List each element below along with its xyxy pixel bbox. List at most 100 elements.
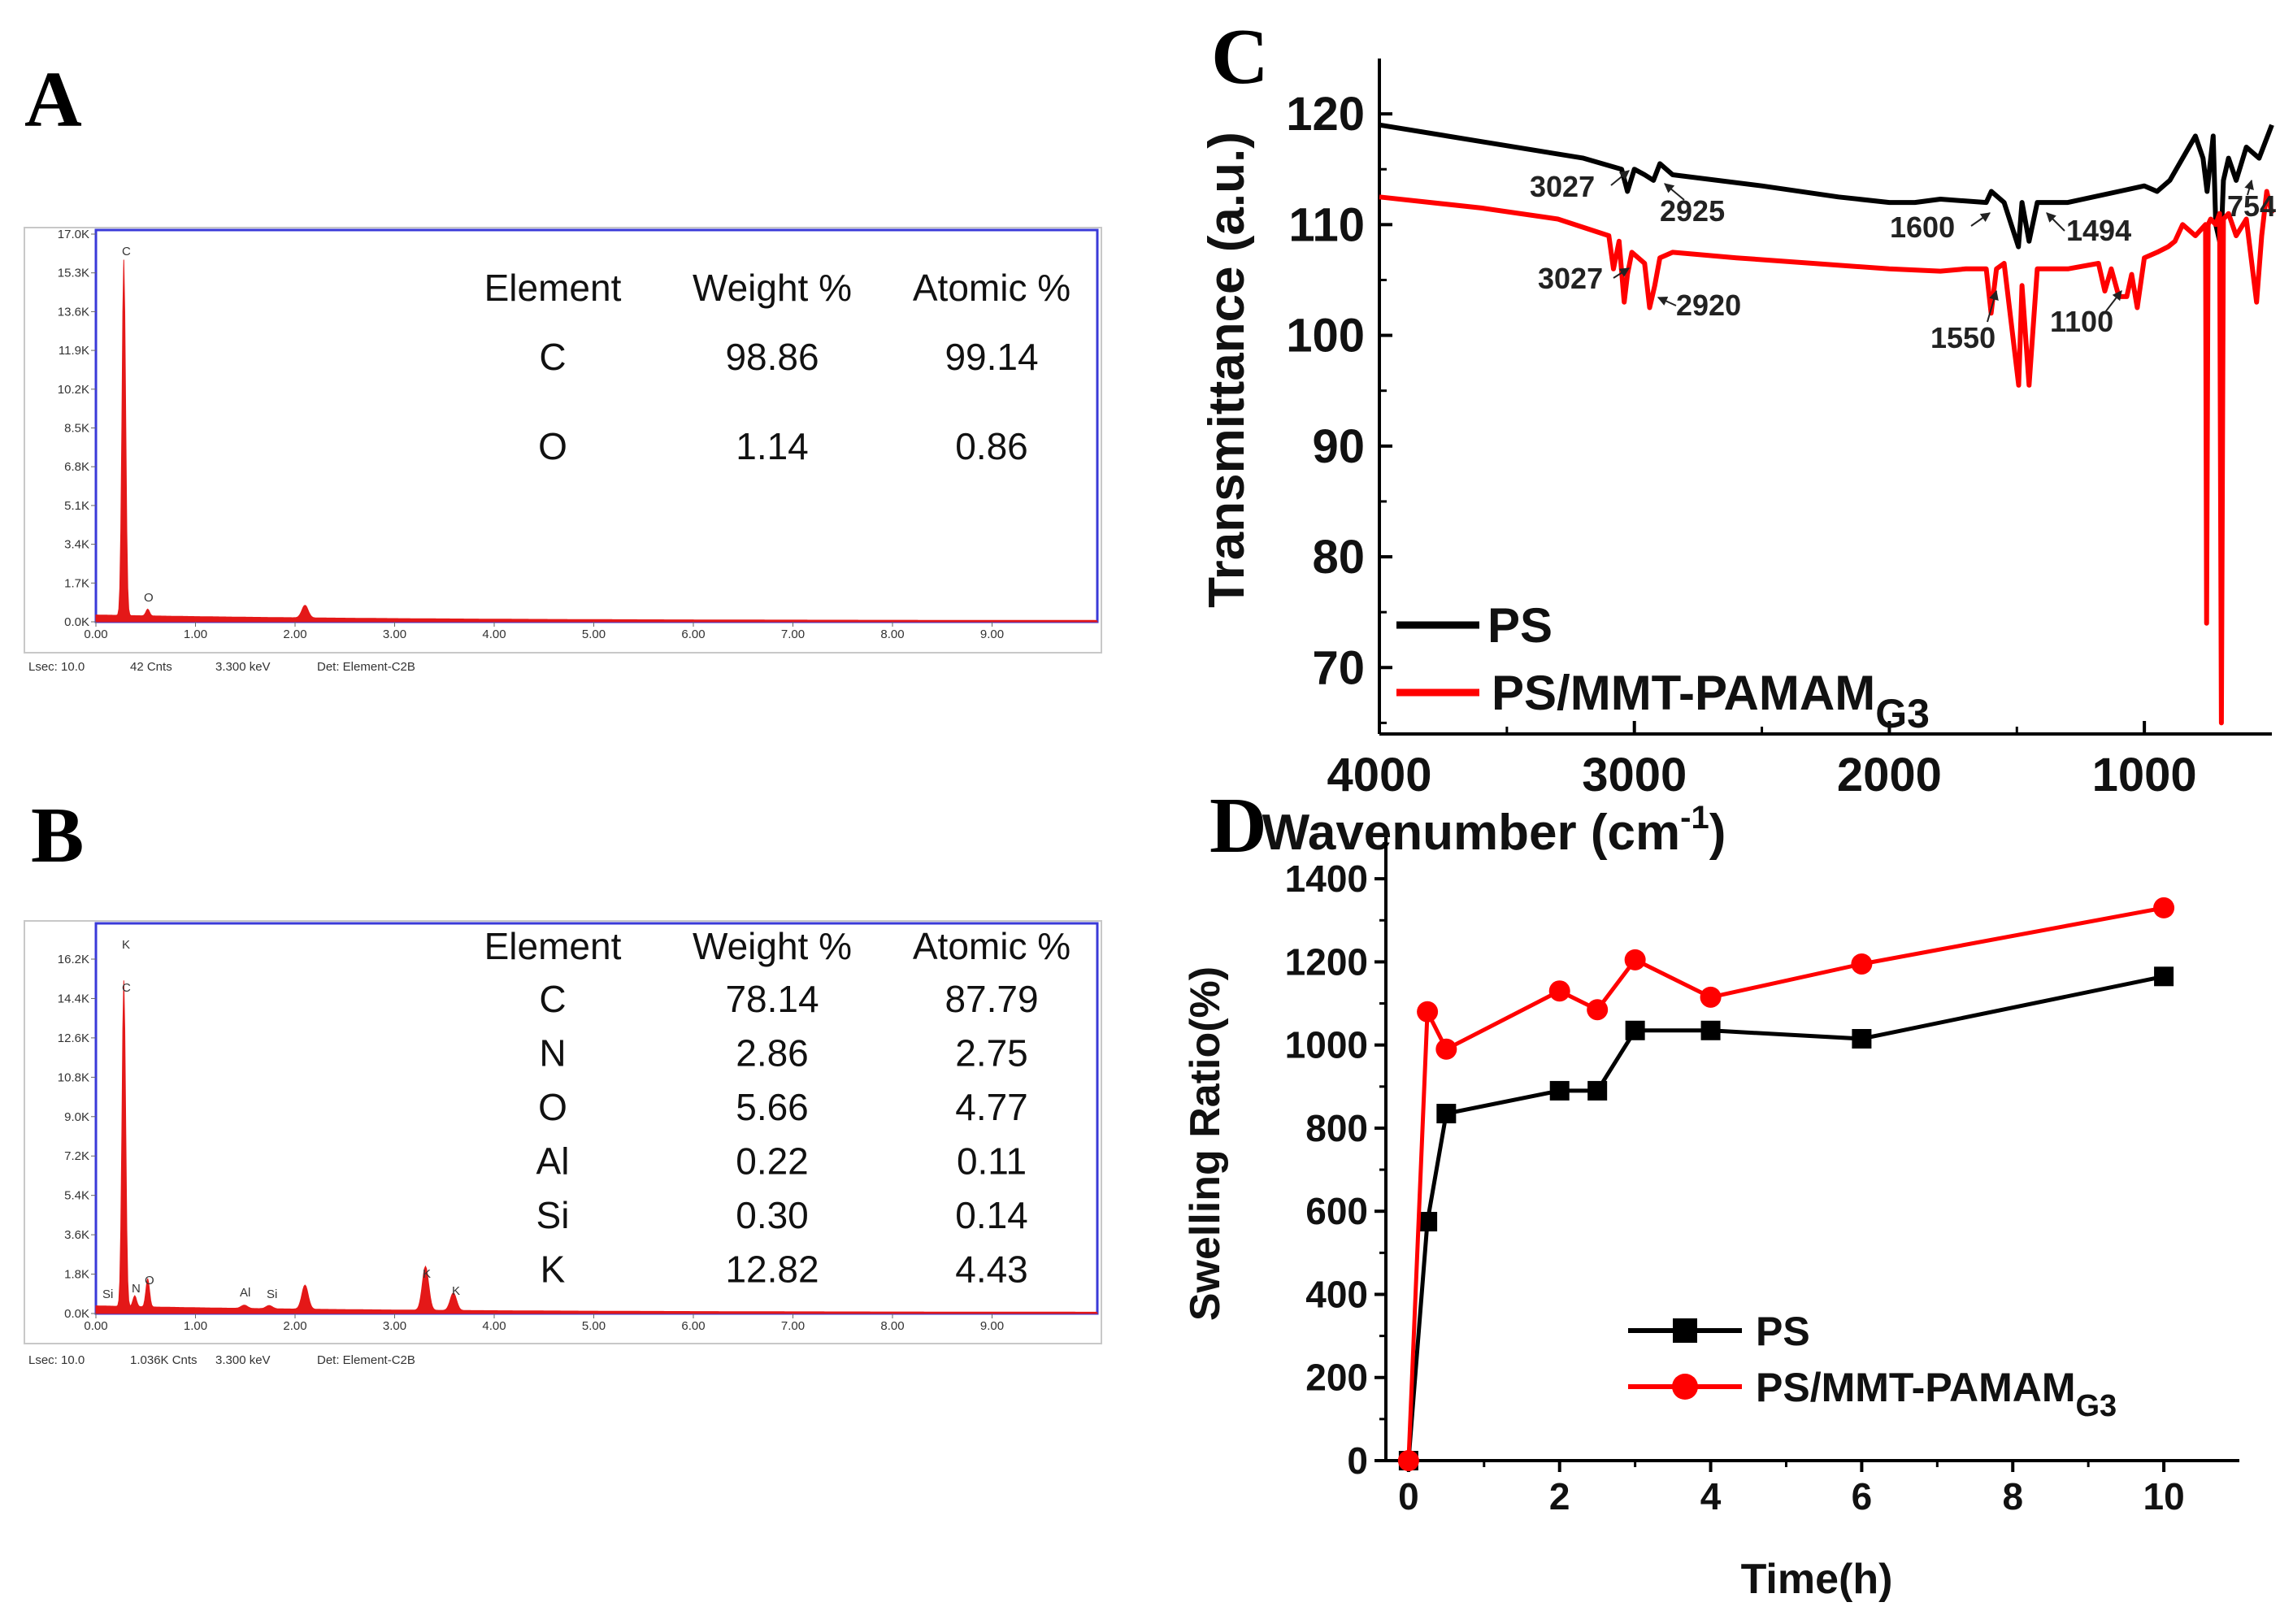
eds-b-footer-det: Det: Element-C2B [317, 1353, 415, 1367]
eds-ytick-label: 5.1K [64, 499, 89, 513]
d-point-ps [1587, 1080, 1608, 1101]
d-point-composite [1417, 1001, 1439, 1023]
c-series-line-composite [1379, 189, 2274, 726]
table-header: Element [484, 925, 622, 967]
d-xlabel: Time(h) [1741, 1556, 1893, 1603]
d-point-composite [1397, 1450, 1419, 1471]
d-xtick-label: 0 [1398, 1475, 1419, 1518]
eds-spectrum-area [95, 259, 1098, 623]
d-point-composite [1851, 953, 1873, 975]
d-ytick-label: 400 [1305, 1273, 1368, 1315]
table-cell: 0.14 [955, 1194, 1028, 1236]
table-cell: K [541, 1248, 566, 1291]
table-cell: 2.75 [955, 1032, 1028, 1075]
table-cell: C [539, 336, 566, 378]
eds-ytick-label: 10.2K [58, 383, 89, 397]
eds-ytick-label: 7.2K [64, 1149, 89, 1163]
c-annotation-arrow [1657, 297, 1677, 306]
panel-c: 70 80 90 100 110 120 4000 3000 2000 1000 3027 2925… [1199, 59, 2276, 861]
d-ytick-label: 600 [1305, 1190, 1368, 1232]
eds-a-table: Element Weight % Atomic % C 98.86 99.14 … [484, 267, 1071, 467]
eds-b-peak-label: K [423, 1267, 431, 1281]
table-cell: 4.43 [955, 1248, 1028, 1291]
c-ytick-label: 70 [1312, 641, 1365, 694]
table-cell: 0.86 [955, 425, 1028, 467]
panel-label-c: C [1211, 13, 1269, 101]
eds-xtick-label: 8.00 [880, 627, 904, 641]
d-point-ps [1625, 1020, 1645, 1040]
d-ytick-label: 0 [1347, 1439, 1368, 1482]
eds-ytick-label: 16.2K [58, 953, 89, 966]
eds-ytick-label: 3.4K [64, 538, 89, 552]
d-point-composite [1700, 986, 1722, 1008]
d-point-composite [1435, 1038, 1457, 1060]
d-xtick-label: 8 [2002, 1475, 2023, 1518]
eds-b-peak-label: C [122, 981, 131, 995]
table-cell: N [539, 1032, 566, 1075]
panel-label-b: B [31, 792, 84, 879]
c-xlabel: Wavenumber (cm-1) [1262, 800, 1726, 861]
d-ytick-label: 1400 [1285, 858, 1368, 900]
c-legend-label-composite: PS/MMT-PAMAMG3 [1492, 666, 1930, 736]
eds-ytick-label: 1.8K [64, 1268, 89, 1282]
d-legend: PS PS/MMT-PAMAMG3 [1628, 1309, 2117, 1423]
eds-xtick-label: 7.00 [781, 1319, 805, 1333]
c-ylabel: Transmittance (a.u.) [1199, 132, 1255, 608]
eds-xtick-label: 6.00 [681, 1319, 705, 1333]
eds-a-footer-kev: 3.300 keV [215, 660, 271, 674]
table-cell: 0.11 [957, 1140, 1027, 1183]
c-xtick-label: 2000 [1837, 749, 1942, 801]
panel-b: 16.2K 14.4K 12.6K 10.8K 9.0K 7.2K 5.4K 3.6K 1.8K… [24, 920, 1102, 1367]
eds-b-spectrum [95, 980, 1098, 1314]
c-annotation-arrow [1970, 212, 1991, 227]
eds-ytick-label: 6.8K [64, 460, 89, 474]
d-ytick-label: 1000 [1285, 1024, 1368, 1066]
c-ytick-label: 90 [1312, 420, 1365, 473]
eds-ytick-label: 13.6K [58, 305, 89, 319]
eds-xtick-label: 0.00 [84, 627, 107, 641]
d-xtick-label: 4 [1700, 1475, 1722, 1518]
c-xtick-label: 4000 [1327, 749, 1431, 801]
eds-ytick-label: 8.5K [64, 422, 89, 436]
c-xtick-label: 1000 [2092, 749, 2197, 801]
eds-xtick-label: 7.00 [781, 627, 805, 641]
panel-label-d: D [1209, 782, 1267, 870]
d-ytick-label: 1200 [1285, 940, 1368, 983]
d-legend-marker-composite [1672, 1374, 1698, 1400]
eds-b-peak-label: N [132, 1282, 141, 1296]
c-annotation-arrow [1664, 183, 1685, 201]
d-ylabel: Swelling Ratio(%) [1182, 966, 1229, 1321]
d-point-ps [1852, 1028, 1872, 1049]
eds-xtick-label: 9.00 [980, 1319, 1004, 1333]
c-annotation-label: 1494 [2066, 214, 2131, 247]
c-annotation-label: 1600 [1890, 211, 1955, 244]
eds-b-footer-kev: 3.300 keV [215, 1353, 271, 1367]
d-point-composite [1587, 999, 1609, 1021]
d-point-composite [2153, 897, 2175, 918]
eds-a-plot-frame [94, 228, 1099, 623]
eds-b-table: Element Weight % Atomic % C 78.14 87.79 N 2.… [484, 925, 1071, 1291]
table-header: Atomic % [913, 267, 1071, 309]
c-ytick-label: 110 [1288, 198, 1365, 251]
table-cell: 78.14 [725, 978, 819, 1020]
table-cell: Al [536, 1140, 570, 1183]
eds-xtick-label: 3.00 [383, 627, 406, 641]
eds-ytick-label: 11.9K [59, 344, 89, 358]
c-annotation-arrow [1987, 289, 1999, 323]
panel-label-a: A [24, 56, 82, 144]
d-legend-label-composite: PS/MMT-PAMAMG3 [1756, 1365, 2117, 1423]
eds-ytick-label: 14.4K [58, 992, 89, 1005]
eds-ytick-label: 17.0K [58, 228, 89, 241]
d-point-composite [1548, 980, 1570, 1002]
eds-ytick-label: 1.7K [64, 576, 89, 590]
eds-xtick-label: 6.00 [681, 627, 705, 641]
table-cell: 99.14 [945, 336, 1038, 378]
eds-xtick-label: 4.00 [482, 627, 506, 641]
c-ytick-label: 120 [1286, 88, 1365, 141]
c-annotation-label: 2920 [1676, 289, 1741, 322]
d-ytick-label: 800 [1305, 1107, 1368, 1149]
eds-a-spectrum [95, 259, 1098, 623]
eds-b-footer-cnts: 1.036K Cnts [130, 1353, 198, 1367]
table-cell: 4.77 [955, 1086, 1028, 1128]
